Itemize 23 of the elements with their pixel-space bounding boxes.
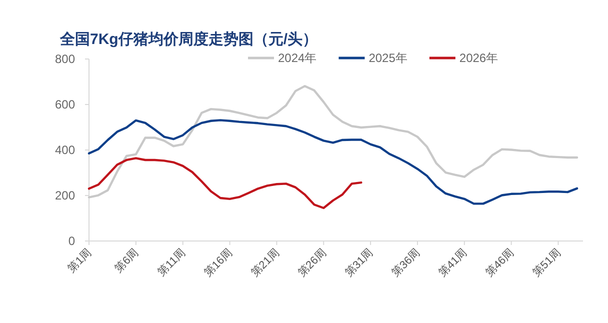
chart-title: 全国7Kg仔猪均价周度走势图（元/头）	[59, 30, 318, 48]
x-tick-label: 第31周	[342, 246, 376, 280]
y-tick-label: 400	[54, 143, 76, 157]
legend-label: 2024年	[278, 51, 317, 65]
y-tick-label: 200	[54, 188, 76, 202]
x-tick-label: 第6周	[112, 246, 142, 276]
y-tick-label: 0	[68, 234, 76, 248]
x-tick-label: 第41周	[436, 246, 470, 280]
line-series	[88, 84, 578, 198]
x-tick-label: 第26周	[296, 246, 329, 280]
y-tick-label: 800	[54, 52, 76, 66]
x-tick-label: 第1周	[66, 246, 94, 276]
x-tick-label: 第46周	[484, 246, 516, 280]
x-tick-label: 第36周	[390, 246, 423, 280]
x-tick-label: 第51周	[530, 246, 564, 280]
legend-label: 2025年	[368, 51, 408, 65]
line-series	[88, 119, 578, 205]
legend-label: 2026年	[459, 51, 498, 65]
x-tick-label: 第16周	[202, 246, 235, 280]
y-tick-label: 600	[54, 98, 76, 112]
x-tick-label: 第11周	[156, 246, 188, 279]
line-series	[88, 157, 362, 210]
x-tick-label: 第21周	[249, 246, 282, 280]
